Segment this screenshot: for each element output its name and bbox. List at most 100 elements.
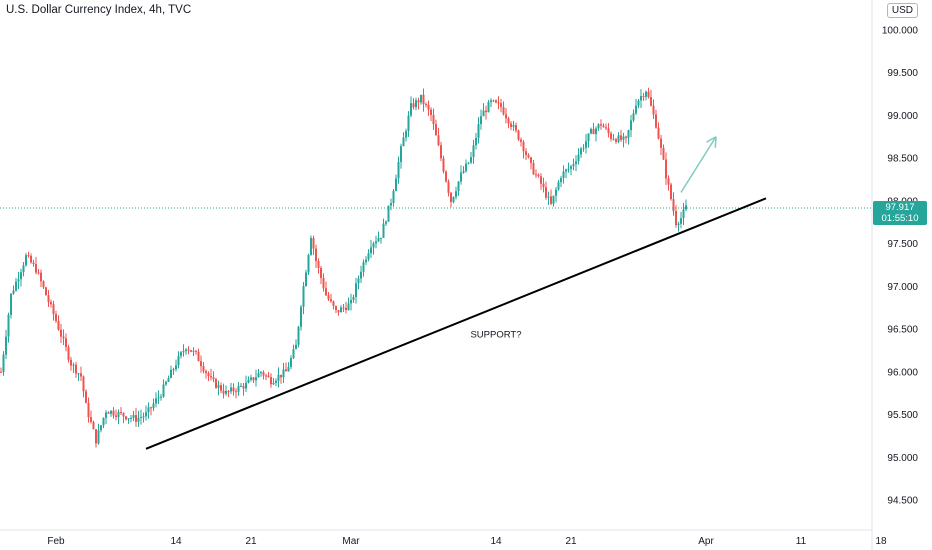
currency-badge[interactable]: USD [886, 3, 918, 18]
candle-body [592, 128, 595, 135]
candle-body [80, 373, 82, 377]
candle-body [165, 381, 167, 385]
candle-body [237, 386, 240, 392]
candle-body [92, 421, 95, 430]
candle-body [37, 272, 40, 274]
y-tick-label: 94.500 [887, 496, 918, 507]
candle-body [207, 373, 210, 377]
candle-body [152, 403, 155, 408]
candle-body [452, 196, 455, 203]
candle-body [672, 199, 675, 212]
y-axis-ticks: 100.00099.50099.00098.50098.00097.50097.… [882, 25, 919, 506]
candle-body [50, 302, 52, 305]
candle-body [52, 304, 55, 315]
candle-body [187, 349, 190, 351]
bar-countdown: 01:55:10 [881, 212, 919, 224]
candle-body [35, 263, 37, 273]
candle-body [472, 145, 475, 158]
candle-body [482, 110, 485, 117]
candle-body [530, 157, 532, 164]
candle-body [647, 91, 650, 98]
candle-body [307, 254, 310, 273]
candle-body [462, 170, 465, 173]
support-label: SUPPORT? [470, 330, 521, 341]
candle-body [202, 366, 205, 372]
candle-body [220, 385, 222, 391]
candle-body [47, 295, 50, 303]
candle-body [490, 100, 492, 103]
candle-body [112, 410, 115, 416]
candle-body [457, 181, 460, 192]
candle-body [132, 415, 135, 418]
candle-body [45, 287, 47, 296]
candle-body [505, 114, 507, 119]
candle-body [20, 272, 22, 280]
candle-body [137, 417, 140, 422]
candle-body [245, 382, 247, 389]
candle-body [62, 336, 65, 339]
candle-body [650, 97, 652, 106]
last-price-value: 97.917 [885, 201, 915, 213]
candle-body [190, 350, 192, 352]
candle-body [140, 417, 142, 419]
candle-body [675, 211, 677, 226]
support-trendline[interactable] [145, 197, 767, 450]
candle-body [382, 223, 385, 238]
candle-body [440, 145, 442, 159]
candle-body [467, 162, 470, 164]
candle-body [322, 278, 325, 289]
candle-body [387, 205, 390, 222]
candle-body [470, 157, 472, 163]
candle-body [485, 110, 487, 113]
candle-body [142, 416, 145, 418]
y-tick-label: 96.500 [887, 325, 918, 336]
candle-body [517, 130, 520, 140]
candle-body [212, 377, 215, 380]
candle-body [65, 338, 67, 348]
candle-body [625, 136, 627, 138]
x-tick-label: Feb [47, 536, 65, 547]
candle-body [167, 378, 170, 382]
candle-body [575, 161, 577, 165]
candle-body [630, 120, 632, 131]
candle-body [367, 253, 370, 260]
candle-body [500, 103, 502, 108]
candle-body [57, 320, 60, 330]
candle-body [42, 281, 45, 288]
candle-body [570, 166, 572, 169]
y-tick-label: 100.000 [882, 25, 919, 36]
candle-body [147, 407, 150, 413]
candle-body [217, 385, 220, 388]
candle-body [12, 290, 15, 294]
candle-body [420, 94, 422, 103]
y-tick-label: 97.500 [887, 239, 918, 250]
candle-body [240, 385, 242, 387]
candle-body [560, 178, 562, 183]
candle-body [400, 146, 402, 162]
candle-body [602, 125, 605, 128]
candle-body [362, 262, 365, 272]
candle-body [662, 147, 665, 160]
candle-body [577, 154, 580, 162]
candle-body [120, 412, 122, 414]
candle-body [107, 412, 110, 414]
candle-body [30, 255, 32, 263]
candle-body [607, 128, 610, 134]
candle-body [302, 286, 305, 307]
candle-body [587, 133, 590, 142]
candle-body [292, 349, 295, 359]
candle-body [620, 135, 622, 140]
candle-body [25, 255, 27, 266]
candle-body [172, 369, 175, 371]
candle-body [115, 415, 117, 417]
x-axis-ticks: Feb 14 21 Mar 14 21 Apr 11 18 [47, 536, 887, 547]
candle-body [445, 171, 447, 182]
x-tick-label: 18 [875, 536, 887, 547]
candles [0, 87, 687, 448]
candle-body [117, 412, 120, 417]
candle-body [632, 113, 635, 121]
candle-body [145, 412, 147, 417]
candle-body [15, 281, 17, 291]
up-arrow-icon[interactable] [680, 136, 717, 193]
